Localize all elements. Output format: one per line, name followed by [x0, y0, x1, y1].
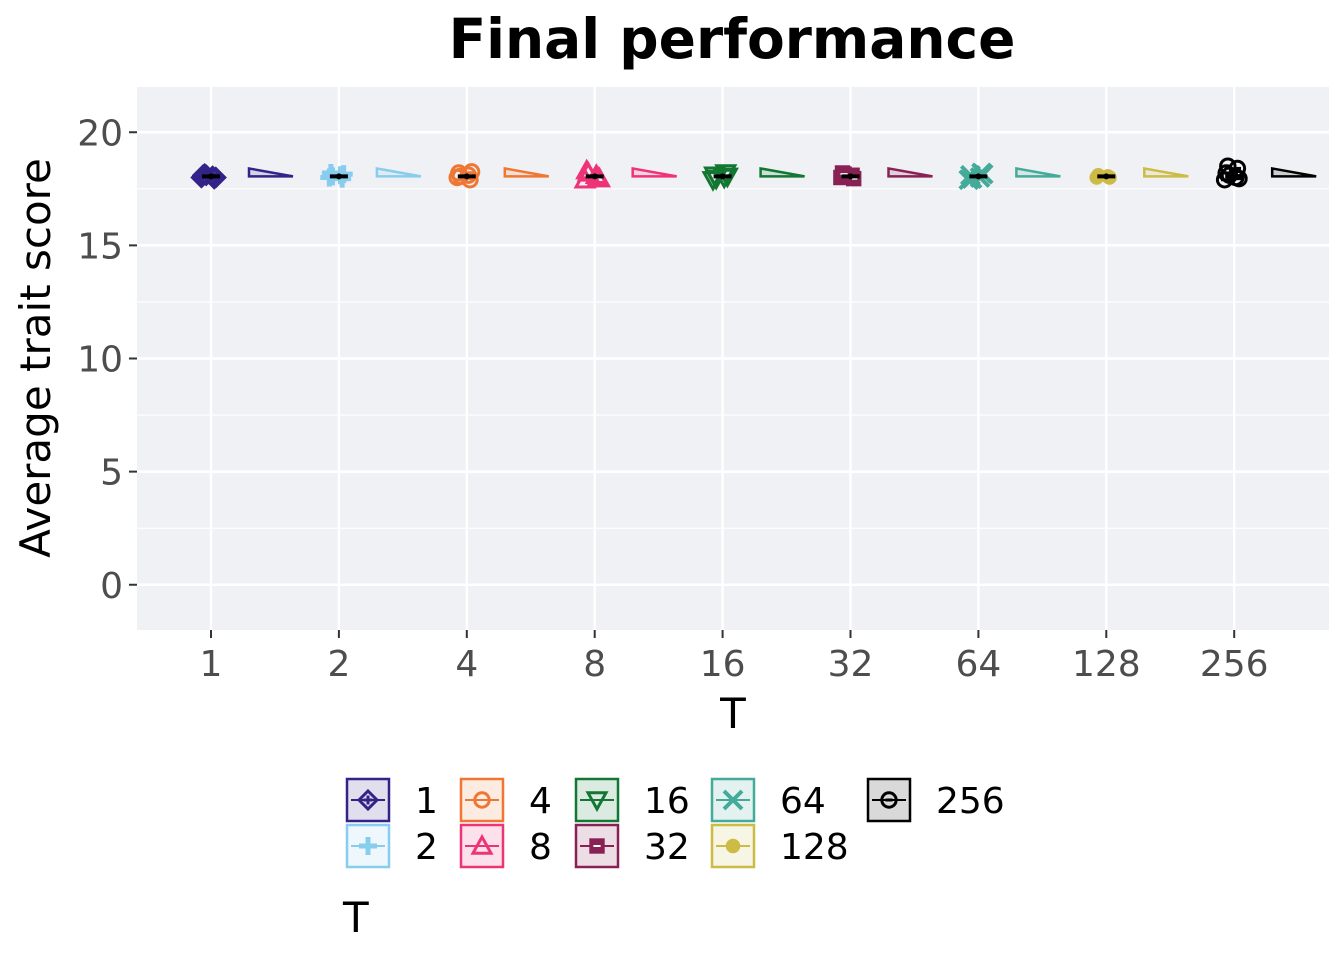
gridlines	[137, 87, 1329, 630]
chart-marks	[190, 157, 1317, 192]
density-cloud	[887, 166, 933, 178]
legend-item: 16	[574, 777, 690, 823]
series-group	[833, 165, 933, 187]
series-group	[1215, 157, 1317, 189]
x-tick-label: 8	[583, 644, 606, 685]
legend-item: 8	[459, 823, 552, 869]
y-tick-label: 20	[77, 113, 123, 154]
legend-key-marker	[359, 837, 377, 855]
y-tick-label: 10	[77, 340, 123, 381]
legend-item: 1	[345, 777, 438, 823]
legend: 1 2 4 8 16 32 64 128 256	[345, 777, 1005, 869]
legend-item: 128	[710, 823, 849, 869]
x-axis: 1 2 4 8 16 32 64 128 256	[200, 630, 1269, 685]
data-point	[1219, 157, 1237, 175]
series-group	[448, 163, 550, 189]
median-point	[591, 173, 598, 180]
legend-label: 64	[780, 781, 826, 822]
data-point	[462, 163, 481, 181]
density-cloud	[631, 166, 677, 178]
data-point	[961, 168, 983, 190]
density-cloud	[759, 166, 805, 178]
legend-label: 16	[644, 781, 690, 822]
y-tick-label: 0	[100, 566, 123, 607]
legend-label: 256	[936, 781, 1005, 822]
x-tick-label: 4	[455, 644, 478, 685]
x-tick-label: 2	[327, 644, 350, 685]
series-group	[701, 164, 805, 192]
median-point	[463, 173, 470, 180]
legend-item: 64	[710, 777, 826, 823]
data-point	[576, 160, 600, 182]
y-tick-label: 5	[100, 453, 123, 494]
legend-item: 4	[459, 777, 552, 823]
x-tick-label: 64	[955, 644, 1001, 685]
legend-key-marker-inner	[363, 795, 373, 805]
legend-label: 2	[415, 827, 438, 868]
series-group	[573, 158, 677, 189]
legend-label: 128	[780, 827, 849, 868]
x-tick-label: 256	[1200, 644, 1269, 685]
legend-key-marker	[473, 791, 491, 809]
legend-title: T	[342, 893, 369, 942]
legend-key-marker	[725, 838, 741, 854]
median-point	[335, 173, 342, 180]
legend-label: 32	[644, 827, 690, 868]
data-point	[704, 169, 728, 191]
density-cloud	[1270, 166, 1317, 178]
x-tick-label: 16	[700, 644, 746, 685]
data-point	[461, 171, 479, 189]
median-point	[208, 173, 214, 180]
median-point	[975, 173, 982, 180]
legend-key-marker	[356, 788, 380, 812]
x-axis-label: T	[719, 689, 746, 738]
legend-label: 4	[529, 781, 552, 822]
data-point	[972, 163, 994, 185]
median-point	[1231, 173, 1238, 180]
density-cloud	[1143, 166, 1189, 178]
legend-label: 8	[529, 827, 552, 868]
legend-label: 1	[415, 781, 438, 822]
y-tick-label: 15	[77, 226, 123, 267]
legend-key-marker	[585, 791, 609, 813]
median-point	[847, 173, 854, 180]
median-point	[1103, 173, 1110, 180]
legend-item: 256	[866, 777, 1005, 823]
series-group	[1089, 166, 1189, 185]
chart-title: Final performance	[449, 7, 1016, 71]
series-group	[320, 163, 422, 188]
legend-item: 2	[345, 823, 438, 869]
density-cloud	[247, 166, 294, 178]
data-point	[1230, 169, 1248, 188]
median-point	[719, 173, 726, 180]
density-cloud	[1015, 166, 1061, 178]
density-cloud	[375, 166, 422, 178]
legend-key-marker	[880, 791, 898, 809]
y-axis: 0 5 10 15 20	[77, 113, 137, 607]
x-tick-label: 32	[828, 644, 874, 685]
legend-key-marker	[722, 789, 744, 811]
series-group	[958, 162, 1061, 191]
series-group	[190, 162, 294, 190]
y-axis-label: Average trait score	[11, 158, 60, 558]
x-tick-label: 1	[200, 644, 223, 685]
legend-key-marker	[470, 833, 494, 855]
density-cloud	[503, 166, 550, 178]
data-point	[195, 164, 218, 187]
x-tick-label: 128	[1072, 644, 1141, 685]
legend-item: 32	[574, 823, 690, 869]
